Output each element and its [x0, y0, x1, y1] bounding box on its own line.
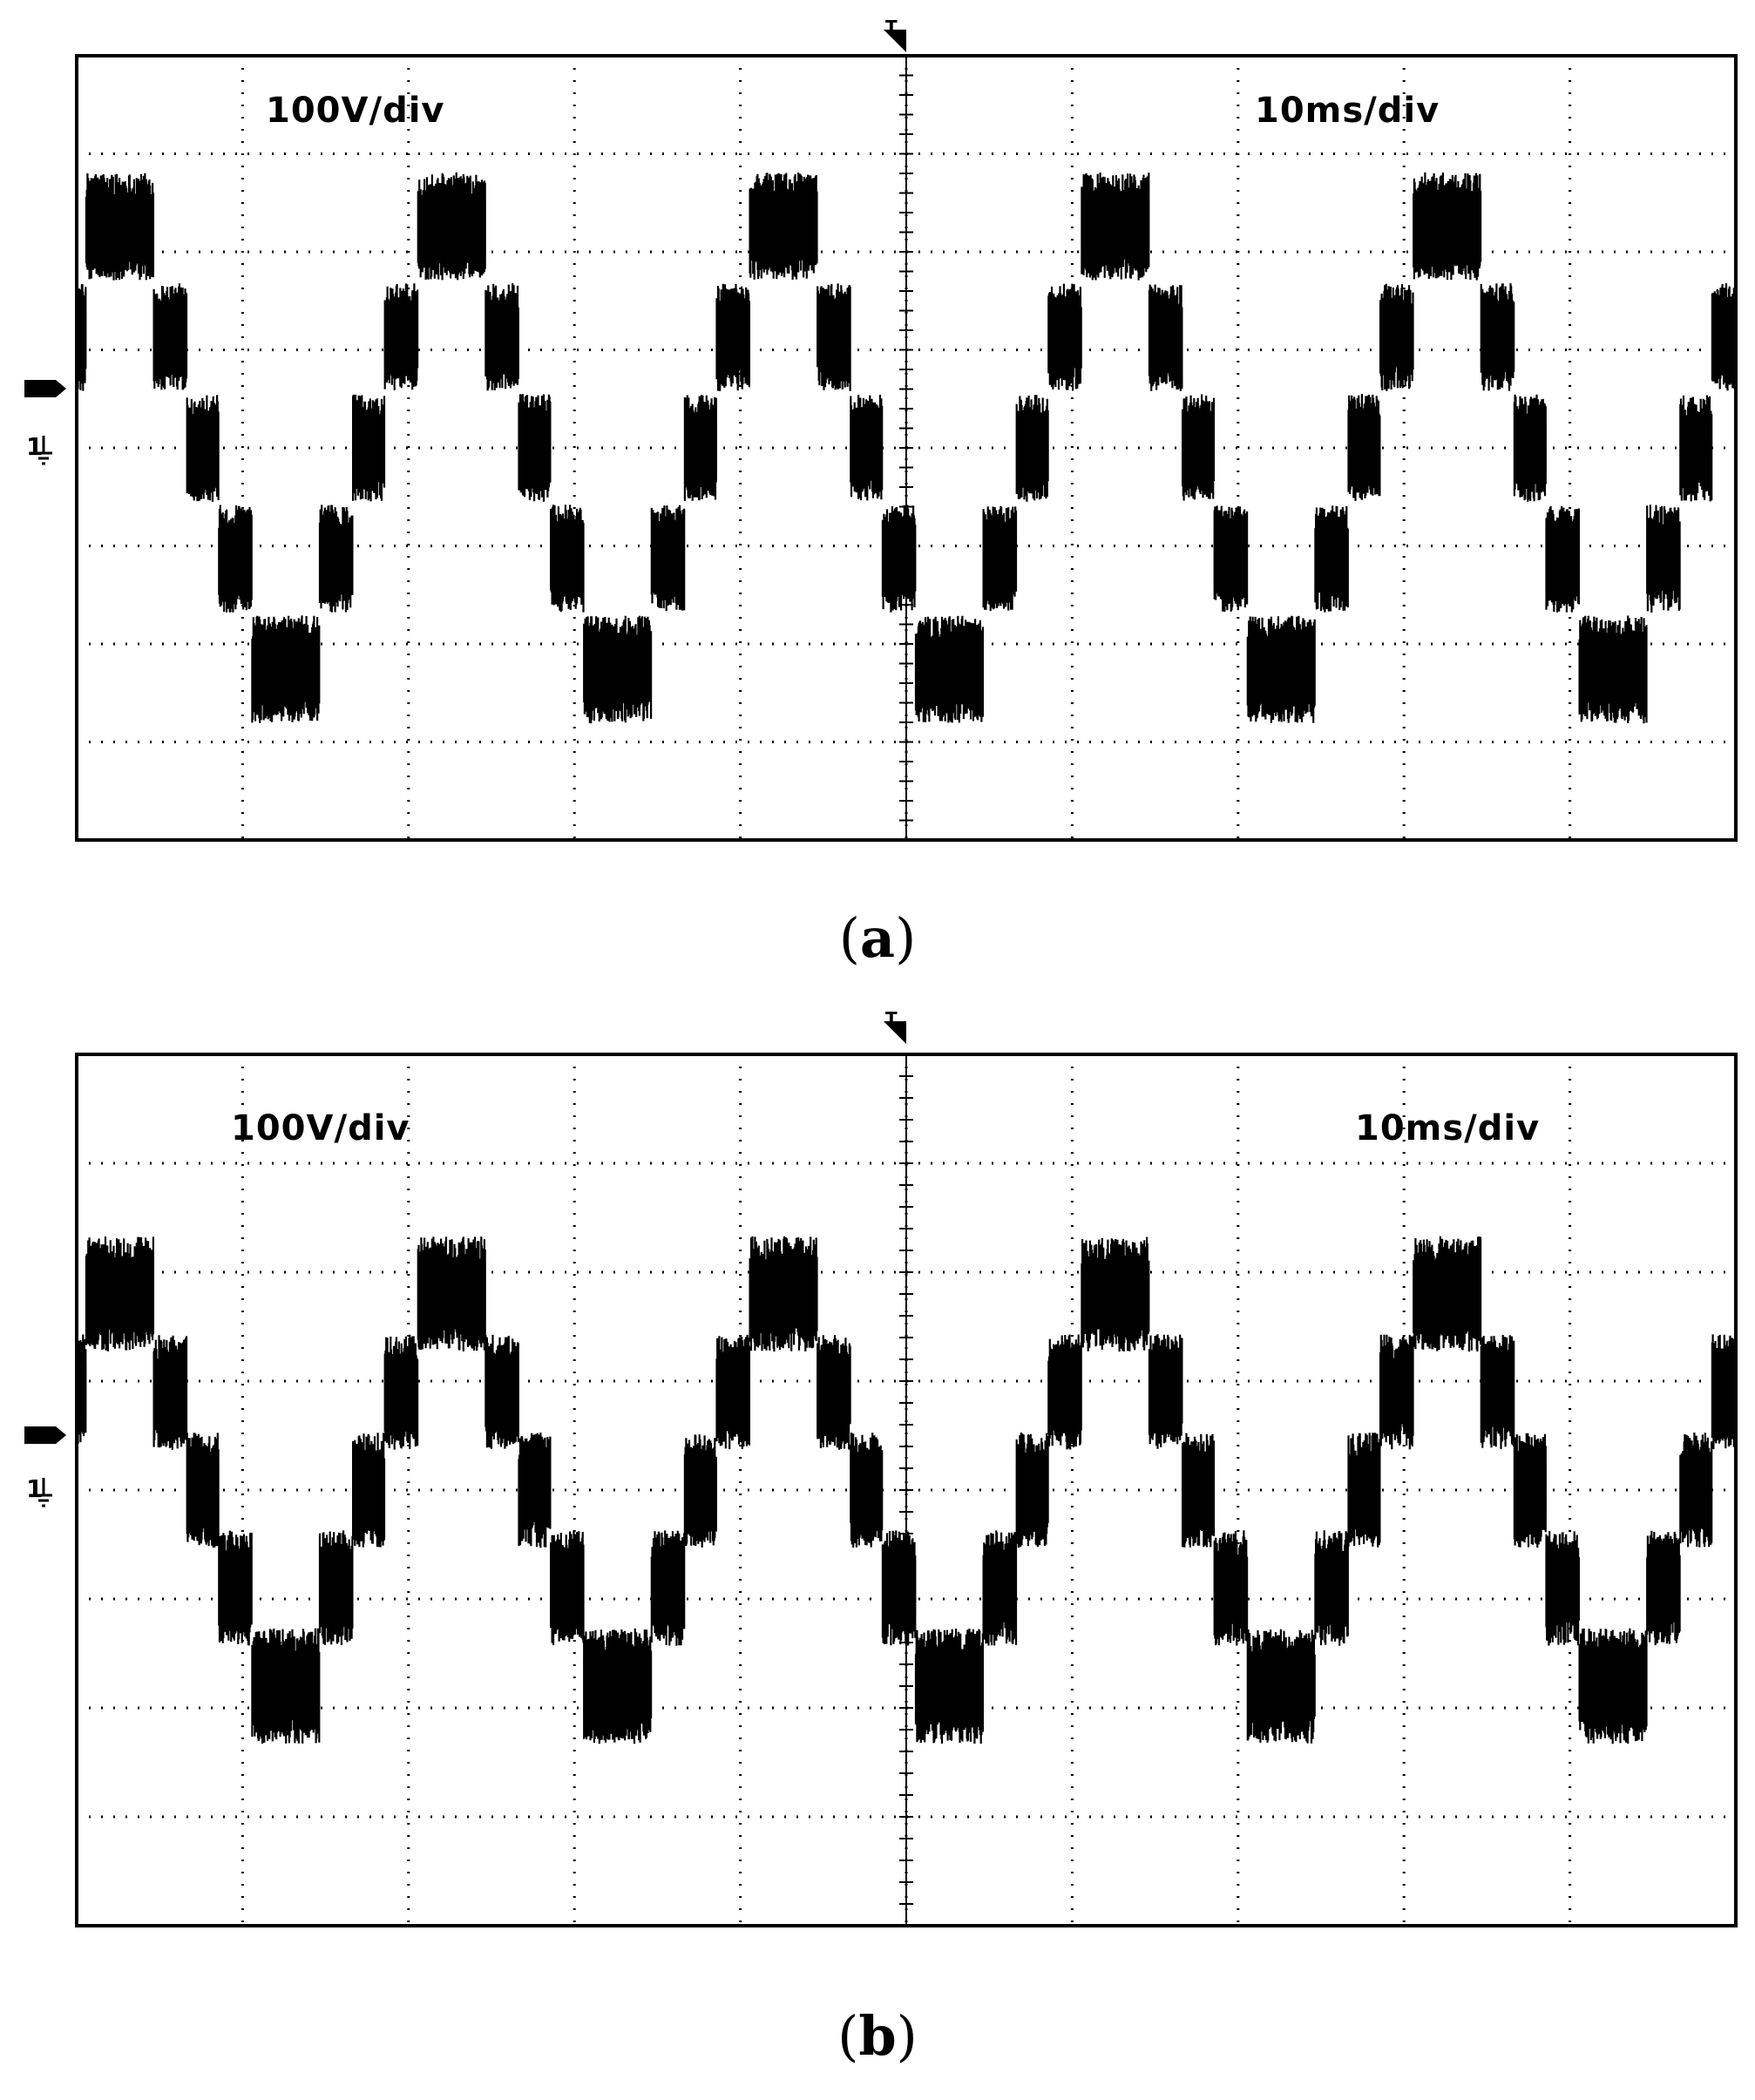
screen-frame-b [75, 1053, 1738, 1927]
svg-text:1: 1 [26, 1474, 43, 1503]
time-scale-label-a: 10ms/div [1255, 91, 1440, 131]
caption-a: (a) [838, 906, 917, 970]
voltage-scale-label-b: 100V/div [231, 1108, 410, 1148]
time-scale-label-b: 10ms/div [1355, 1108, 1540, 1148]
grid-b [77, 1053, 1736, 1927]
oscilloscope-panel-a: 100V/div 10ms/div T 1 [24, 17, 1738, 842]
grid-a [77, 55, 1736, 841]
trigger-marker-icon-a: T [884, 17, 906, 52]
svg-text:T: T [885, 17, 898, 37]
trigger-level-icon-b [24, 1426, 66, 1444]
screen-frame-a [75, 54, 1738, 842]
svg-text:T: T [885, 1008, 898, 1029]
oscilloscope-panel-b: 100V/div 10ms/div T 1 [24, 1008, 1738, 1927]
trigger-marker-icon-b: T [884, 1008, 906, 1044]
svg-text:1: 1 [26, 432, 43, 461]
voltage-scale-label-a: 100V/div [266, 91, 444, 131]
trigger-level-icon-a [24, 380, 66, 397]
ground-marker-icon-b: 1 [26, 1474, 52, 1507]
ground-marker-icon-a: 1 [26, 432, 52, 465]
caption-b: (b) [837, 2004, 918, 2068]
